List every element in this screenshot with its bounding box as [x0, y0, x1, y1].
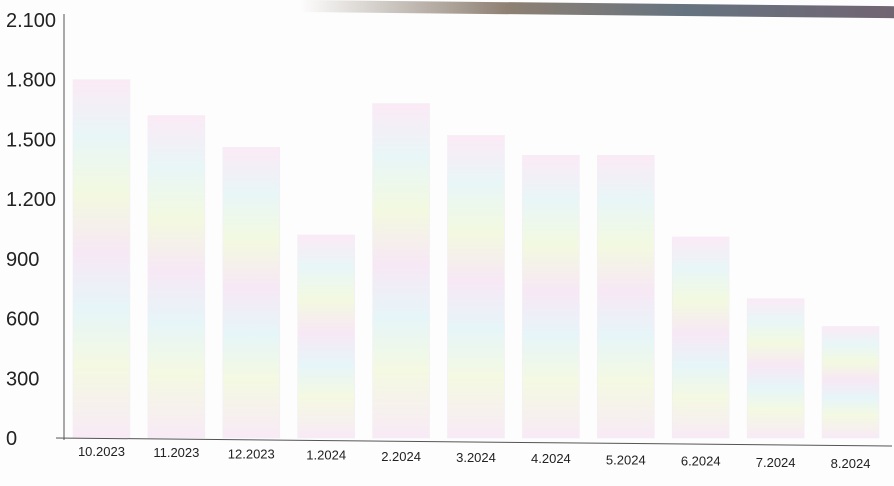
bar [671, 236, 730, 439]
y-tick-label: 1.800 [6, 70, 56, 92]
bar [297, 234, 355, 439]
x-tick-label: 7.2024 [756, 455, 796, 470]
y-axis: 0 300 600 900 1.200 1.500 1.800 2.100 [6, 10, 65, 450]
bar [597, 155, 655, 439]
x-tick-label: 5.2024 [606, 452, 646, 467]
bar [72, 79, 131, 439]
y-tick-label: 1.500 [6, 129, 56, 151]
x-tick-label: 10.2023 [78, 444, 125, 459]
y-tick-label: 900 [6, 249, 39, 271]
x-tick-label: 3.2024 [456, 450, 496, 465]
y-tick-label: 300 [6, 368, 39, 390]
bar [522, 155, 580, 439]
x-axis-line [55, 437, 893, 447]
x-tick-label: 2.2024 [381, 449, 421, 464]
bar [222, 147, 281, 439]
bar [372, 103, 430, 439]
x-tick-label: 1.2024 [306, 448, 346, 463]
bar [746, 298, 805, 439]
x-tick-label: 6.2024 [681, 454, 721, 469]
x-tick-label: 11.2023 [153, 445, 199, 460]
y-tick-label: 600 [6, 309, 39, 331]
bars [72, 79, 880, 439]
bar [821, 326, 880, 439]
y-tick-label: 2.100 [6, 10, 56, 32]
bar [447, 135, 505, 439]
x-tick-label: 12.2023 [228, 446, 275, 461]
x-tick-label: 8.2024 [831, 456, 871, 471]
x-tick-label: 4.2024 [531, 451, 571, 466]
bar [147, 115, 206, 439]
x-axis: 10.2023 11.2023 12.2023 1.2024 2.2024 3.2024 4… [55, 437, 893, 471]
y-tick-label: 1.200 [6, 189, 56, 211]
y-tick-label: 0 [6, 428, 17, 450]
